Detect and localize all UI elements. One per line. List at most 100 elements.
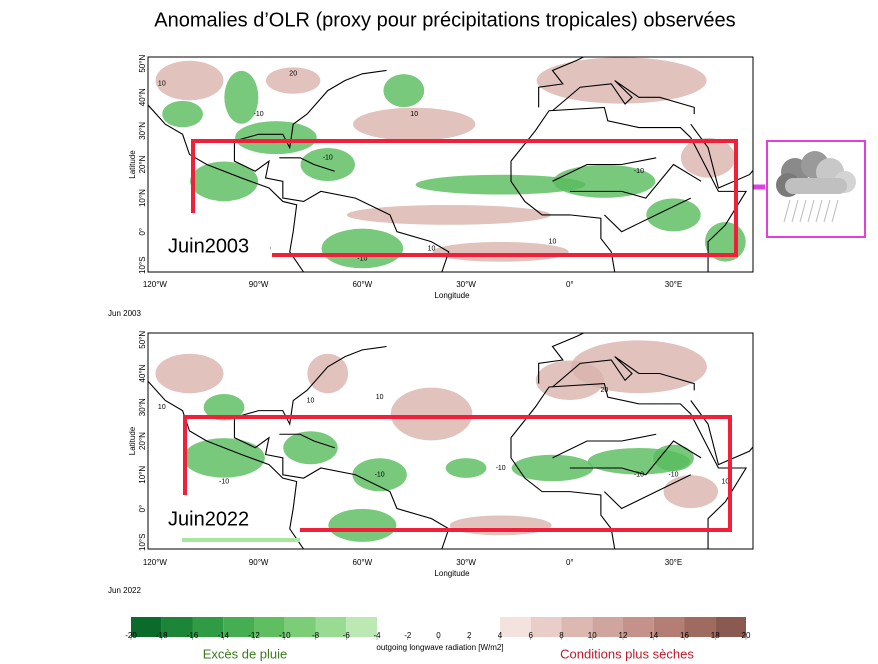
contour-label: 10 [158, 81, 166, 88]
colorbar-tick-label: 10 [588, 631, 597, 640]
wet-anomaly [224, 70, 259, 124]
contour-label: 10 [376, 394, 384, 401]
colorbar-tick-label: 8 [559, 631, 564, 640]
coastline [538, 333, 585, 384]
contour-label: -10 [634, 168, 644, 175]
longitude-label: 120°W [143, 558, 168, 567]
x-axis-label: Longitude [434, 291, 470, 300]
wet-anomaly [445, 458, 487, 478]
contour-label: -10 [375, 472, 385, 479]
coastline [233, 417, 450, 549]
longitude-label: 120°W [143, 280, 168, 289]
contour-label: 10 [549, 239, 557, 246]
latitude-label: 10°S [138, 257, 147, 274]
colorbar-tick-label: 6 [529, 631, 534, 640]
contour-label: -10 [496, 465, 506, 472]
wet-anomaly [235, 121, 317, 155]
coastline [233, 140, 450, 272]
map-frame [147, 332, 754, 550]
colorbar-tick-label: -10 [279, 631, 291, 640]
colorbar-bin [715, 617, 746, 637]
colorbar-label: outgoing longwave radiation [W/m2] [376, 643, 503, 652]
wet-anomaly [511, 454, 594, 482]
dry-anomaly [155, 60, 224, 101]
colorbar-bin [315, 617, 347, 637]
y-axis-label: Latitude [128, 426, 137, 455]
contour-label: 20 [600, 387, 608, 394]
dry-anomaly [266, 67, 321, 94]
latitude-label: 10°N [138, 466, 147, 484]
dry-anomaly [570, 340, 707, 394]
colorbar-tick-label: 12 [619, 631, 628, 640]
contour-label: -10 [634, 472, 644, 479]
latitude-label: 50°N [138, 55, 147, 73]
colorbar-tick-label: 14 [649, 631, 658, 640]
rain-cloud-icon [766, 140, 866, 238]
coastline [279, 433, 335, 449]
dry-anomaly [449, 515, 552, 536]
colorbar-tick-label: 20 [742, 631, 751, 640]
wet-anomaly [415, 174, 586, 195]
wet-anomaly [553, 164, 656, 198]
colorbar-bin [254, 617, 285, 637]
longitude-label: 30°W [456, 280, 476, 289]
wet-anomaly [300, 148, 355, 181]
colorbar-tick-label: -12 [248, 631, 260, 640]
latitude-label: 30°N [138, 122, 147, 140]
longitude-label: 90°W [249, 280, 269, 289]
colorbar-bin [161, 617, 193, 637]
contour-label: 10 [158, 404, 166, 411]
colorbar-tick-label: -20 [125, 631, 137, 640]
longitude-label: 60°W [353, 558, 373, 567]
wet-anomaly [321, 228, 404, 269]
region-label-background [164, 507, 270, 533]
coastline [148, 380, 305, 549]
region-label-background [164, 234, 270, 260]
colorbar-bin [346, 617, 377, 637]
coastline [569, 440, 702, 476]
panel-caption: Jun 2003 [108, 309, 141, 318]
contour-label: 10 [410, 111, 418, 118]
colorbar-bin [377, 617, 408, 637]
coastline [510, 106, 748, 272]
panel-caption: Jun 2022 [108, 586, 141, 595]
contour-label: 10 [721, 478, 729, 485]
colorbar-bin [407, 617, 439, 637]
colorbar-bin [684, 617, 716, 637]
region-box [183, 415, 732, 532]
coastline [234, 345, 387, 426]
colorbar-tick-label: 0 [436, 631, 441, 640]
colorbar-tick-label: 2 [467, 631, 472, 640]
longitude-label: 30°E [665, 558, 682, 567]
colorbar-bin [469, 617, 500, 637]
contour-label: 20 [289, 71, 297, 78]
latitude-label: 20°N [138, 432, 147, 450]
colorbar-bin [223, 617, 254, 637]
wet-anomaly [190, 161, 259, 202]
coastline [569, 163, 702, 199]
dry-label: Conditions plus sèches [560, 646, 694, 661]
map-frame [147, 56, 754, 273]
colorbar-tick-label: -8 [312, 631, 320, 640]
latitude-label: 50°N [138, 331, 147, 349]
colorbar-bin [500, 617, 531, 637]
coastline [234, 69, 387, 150]
wet-anomaly [653, 444, 694, 472]
coastline [552, 157, 657, 182]
map-panel: 10 -10 10 10 -10 20 -10 -10 10 -10 [148, 333, 753, 549]
dry-anomaly [680, 137, 736, 178]
latitude-label: 0° [138, 228, 147, 236]
colorbar-tick-label: -14 [217, 631, 229, 640]
contour-label: -10 [254, 111, 264, 118]
colorbar-tick-label: 18 [711, 631, 720, 640]
latitude-label: 40°N [138, 364, 147, 382]
latitude-label: 30°N [138, 398, 147, 416]
longitude-label: 30°E [665, 280, 682, 289]
dry-anomaly [536, 57, 707, 104]
dry-anomaly [155, 353, 224, 394]
longitude-label: 0° [566, 280, 574, 289]
colorbar-tick-label: -6 [343, 631, 351, 640]
coastline [552, 356, 695, 391]
